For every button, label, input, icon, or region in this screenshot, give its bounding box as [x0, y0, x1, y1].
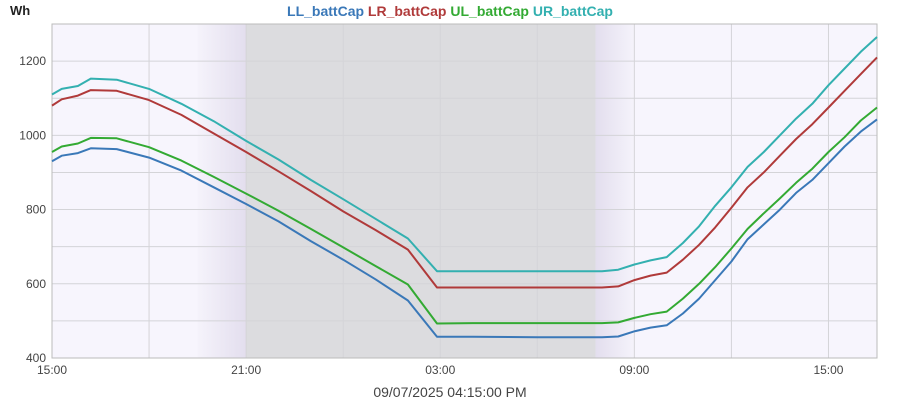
series-lines: [51, 36, 878, 339]
y-tick-label: 1000: [19, 128, 46, 142]
twilight-dawn: [595, 24, 635, 358]
grid-lines: [52, 23, 877, 358]
legend-entry-UR_battCap: UR_battCap: [529, 3, 613, 19]
legend-entry-LR_battCap: LR_battCap: [364, 3, 446, 19]
night-shading: [197, 24, 635, 358]
y-tick-label: 400: [26, 351, 46, 365]
series-line-UR_battCap: [51, 36, 878, 273]
legend-entry-UL_battCap: UL_battCap: [446, 3, 528, 19]
y-tick-label: 600: [26, 277, 46, 291]
series-line-LL_battCap: [51, 118, 878, 339]
axis-labels: 400 600 800 1000 1200 15:00 21:00 03:00 09:00 15:…: [19, 54, 844, 377]
series-line-UL_battCap: [51, 106, 878, 325]
y-axis-label: Wh: [10, 3, 30, 18]
y-tick-label: 800: [26, 203, 46, 217]
plot-border: [51, 23, 878, 359]
series-line-LR_battCap: [51, 56, 878, 289]
night-band: [246, 24, 596, 358]
legend: LL_battCap LR_battCap UL_battCap UR_batt…: [287, 3, 613, 19]
x-tick-label: 09:00: [619, 363, 649, 377]
legend-entry-LL_battCap: LL_battCap: [287, 3, 364, 19]
x-tick-label: 15:00: [37, 363, 67, 377]
timestamp: 09/07/2025 04:15:00 PM: [373, 384, 526, 400]
x-tick-label: 15:00: [813, 363, 843, 377]
y-tick-label: 1200: [19, 54, 46, 68]
x-tick-label: 21:00: [231, 363, 261, 377]
x-tick-label: 03:00: [425, 363, 455, 377]
